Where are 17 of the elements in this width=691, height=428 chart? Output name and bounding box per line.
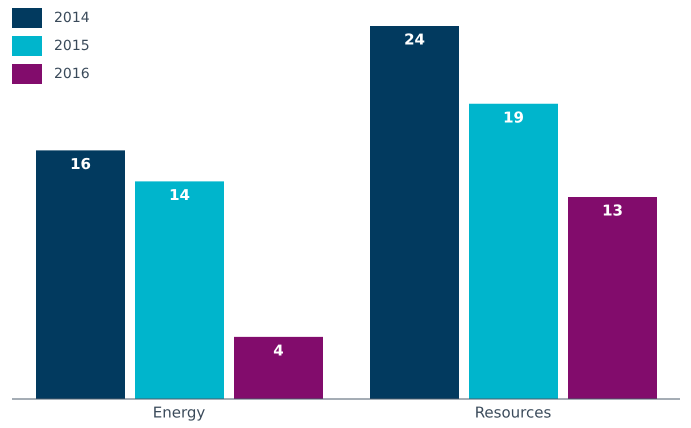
data-label: 19 [503, 108, 524, 126]
bar [568, 196, 657, 399]
x-tick-label: Energy [152, 404, 206, 422]
bar [469, 104, 558, 399]
bar [370, 26, 459, 399]
data-label: 16 [70, 154, 91, 173]
bar [36, 150, 125, 399]
data-label: 4 [273, 341, 284, 360]
legend-label: 2016 [54, 66, 90, 82]
bar [234, 336, 323, 399]
x-tick-label: Resources [474, 404, 552, 422]
bar [135, 181, 224, 399]
data-label: 24 [404, 30, 425, 49]
legend-label: 2015 [54, 38, 90, 54]
data-label: 13 [602, 202, 623, 220]
legend-label: 2014 [54, 10, 90, 26]
data-label: 14 [169, 186, 190, 204]
